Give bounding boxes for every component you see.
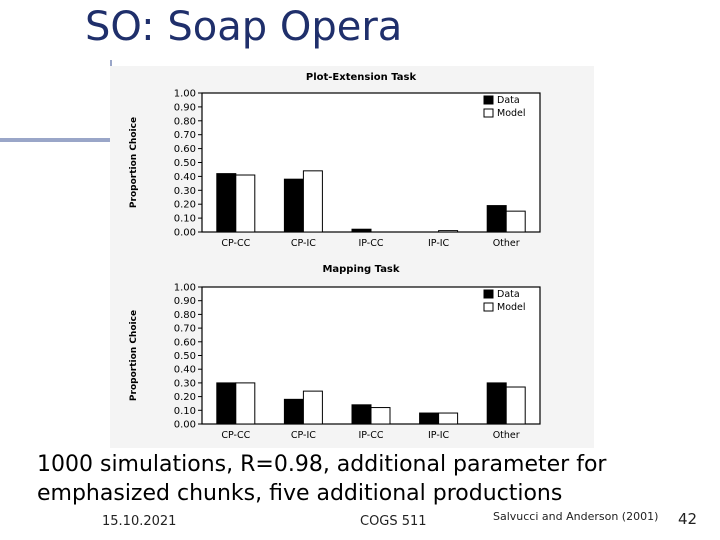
figure-panel: Plot-Extension Task 0.00 0.10 0.20 0.30 0.40 0… — [110, 66, 594, 448]
page-number: 42 — [678, 510, 698, 528]
y-tick-label: 0.40 — [174, 365, 196, 376]
decorative-bar — [0, 138, 110, 142]
footer-citation: Salvucci and Anderson (2001) — [493, 510, 659, 523]
y-tick-label: 0.60 — [174, 144, 196, 155]
y-tick-label: 0.30 — [174, 186, 196, 197]
legend-label: Model — [497, 302, 526, 313]
y-tick-label: 0.00 — [174, 420, 196, 431]
y-tick-label: 0.70 — [174, 130, 196, 141]
y-tick-label: 0.60 — [174, 337, 196, 348]
y-axis-label: Proportion Choice — [129, 117, 139, 208]
bar-data — [486, 382, 507, 425]
y-tick-label: 0.20 — [174, 200, 196, 211]
y-tick-label: 0.80 — [174, 310, 196, 321]
y-tick-label: 0.00 — [174, 228, 196, 239]
footer-date: 15.10.2021 — [102, 514, 177, 529]
y-tick-label: 1.00 — [174, 89, 196, 100]
y-tick-label: 0.10 — [174, 406, 196, 417]
y-axis-label: Proportion Choice — [129, 310, 139, 401]
bar-model — [438, 412, 459, 425]
y-tick-label: 0.50 — [174, 351, 196, 362]
category-label: Other — [493, 238, 520, 249]
bar-model — [505, 386, 526, 425]
slide-title: SO: Soap Opera — [85, 4, 403, 50]
y-tick-label: 0.80 — [174, 116, 196, 127]
category-label: IP-IC — [428, 430, 450, 441]
y-tick-label: 0.40 — [174, 172, 196, 183]
bar-model — [235, 382, 256, 425]
bar-data — [351, 228, 372, 233]
y-tick-label: 0.10 — [174, 214, 196, 225]
chart-title: Plot-Extension Task — [306, 72, 417, 83]
bar-model — [370, 407, 391, 425]
legend-label: Data — [497, 95, 520, 106]
bar-data — [216, 173, 237, 233]
bar-model — [302, 390, 323, 425]
slide-caption: 1000 simulations, R=0.98, additional par… — [37, 452, 607, 506]
y-tick-label: 0.20 — [174, 392, 196, 403]
y-tick-label: 1.00 — [174, 283, 196, 294]
y-tick-label: 0.50 — [174, 158, 196, 169]
category-label: IP-CC — [358, 430, 383, 441]
bar-data — [283, 398, 304, 425]
category-label: CP-IC — [291, 238, 316, 249]
charts-svg: Plot-Extension Task 0.00 0.10 0.20 0.30 0.40 0… — [129, 72, 541, 441]
category-label: CP-IC — [291, 430, 316, 441]
bar-model — [235, 174, 256, 233]
category-label: IP-CC — [358, 238, 383, 249]
bar-model — [438, 230, 459, 233]
legend-label: Data — [497, 289, 520, 300]
bar-data — [486, 205, 507, 233]
category-label: CP-CC — [221, 430, 250, 441]
bar-data — [216, 382, 237, 425]
legend-swatch-data — [483, 95, 494, 105]
legend-swatch-model — [483, 302, 494, 312]
y-tick-label: 0.90 — [174, 102, 196, 113]
bar-model — [505, 210, 526, 233]
y-tick-label: 0.90 — [174, 296, 196, 307]
legend-swatch-model — [483, 108, 494, 118]
bar-data — [351, 404, 372, 425]
bar-data — [283, 178, 304, 233]
bar-model — [302, 170, 323, 233]
y-tick-label: 0.30 — [174, 378, 196, 389]
y-tick-label: 0.70 — [174, 324, 196, 335]
chart-title: Mapping Task — [322, 264, 399, 275]
bar-data — [419, 412, 440, 425]
legend-label: Model — [497, 108, 526, 119]
legend-swatch-data — [483, 289, 494, 299]
category-label: Other — [493, 430, 520, 441]
category-label: CP-CC — [221, 238, 250, 249]
category-label: IP-IC — [428, 238, 450, 249]
footer-course: COGS 511 — [360, 514, 427, 529]
